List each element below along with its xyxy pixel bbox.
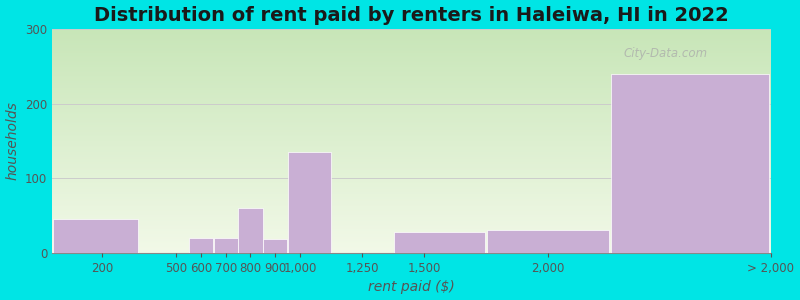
Bar <box>288 152 330 253</box>
Y-axis label: households: households <box>6 101 19 180</box>
Bar <box>394 232 485 253</box>
Bar <box>214 238 238 253</box>
Bar <box>263 239 287 253</box>
Bar <box>189 238 213 253</box>
Text: City-Data.com: City-Data.com <box>624 47 708 60</box>
Bar <box>53 219 138 253</box>
Bar <box>611 74 770 253</box>
X-axis label: rent paid ($): rent paid ($) <box>368 280 455 294</box>
Bar <box>238 208 262 253</box>
Bar <box>487 230 609 253</box>
Title: Distribution of rent paid by renters in Haleiwa, HI in 2022: Distribution of rent paid by renters in … <box>94 6 729 25</box>
